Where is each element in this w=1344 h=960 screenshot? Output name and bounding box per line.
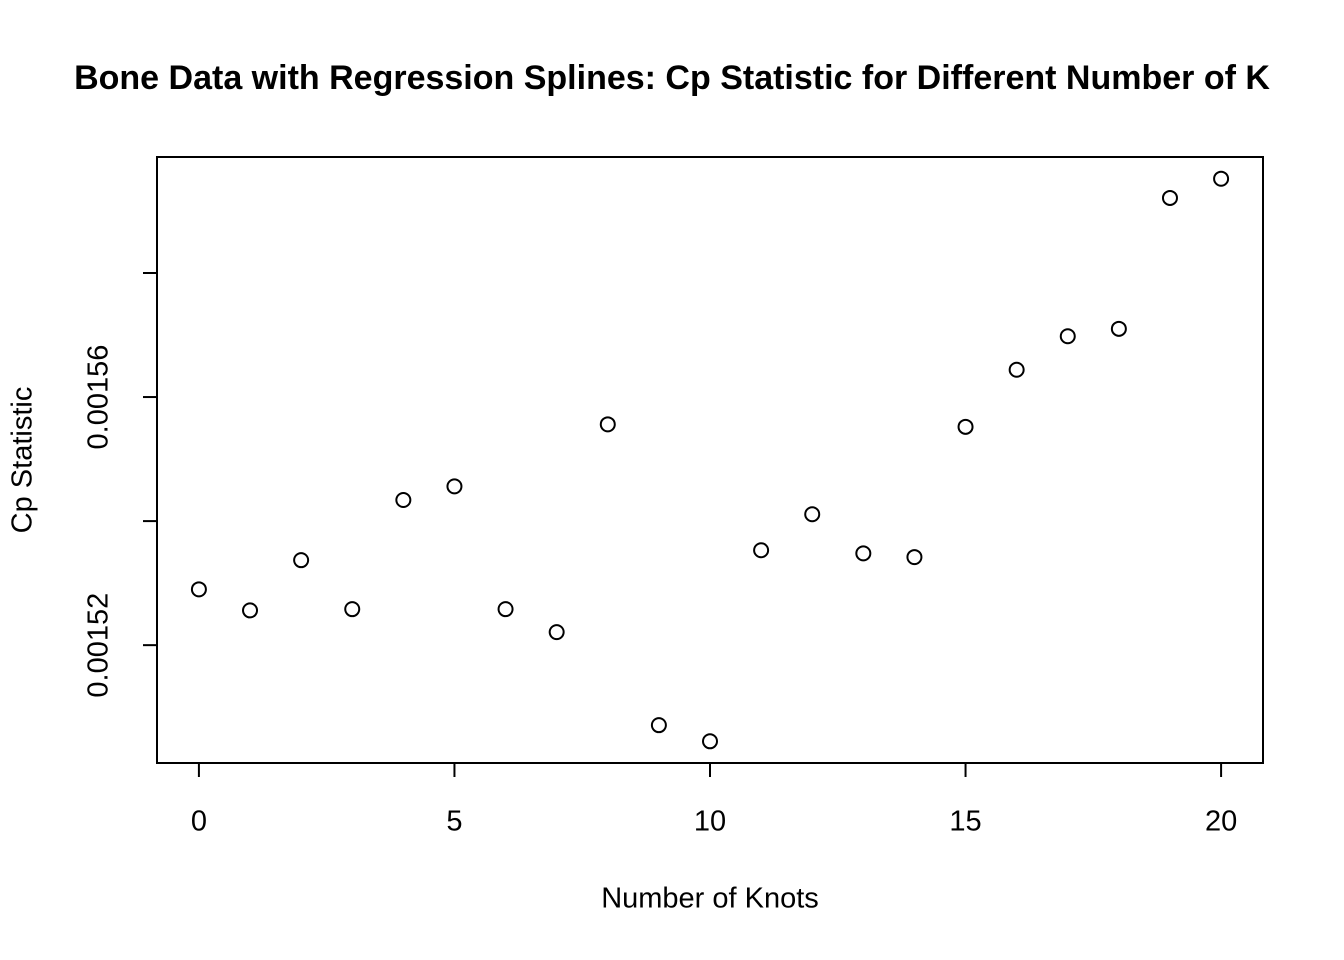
- data-point: [804, 506, 821, 523]
- plot-frame: [156, 156, 1264, 764]
- data-point: [242, 602, 259, 619]
- data-point: [957, 418, 974, 435]
- data-point: [190, 581, 207, 598]
- x-tick-label: 15: [949, 806, 981, 838]
- data-point: [293, 552, 310, 569]
- x-tick-label: 5: [446, 806, 462, 838]
- data-point: [1110, 320, 1127, 337]
- x-tick-label: 10: [694, 806, 726, 838]
- data-point: [1059, 328, 1076, 345]
- data-point: [906, 549, 923, 566]
- data-point: [548, 624, 565, 641]
- data-point: [446, 478, 463, 495]
- y-tick-label: 0.00156: [83, 345, 115, 450]
- data-point: [702, 733, 718, 750]
- data-point: [344, 601, 361, 618]
- chart-title: Bone Data with Regression Splines: Cp St…: [74, 59, 1270, 97]
- data-point: [855, 545, 872, 562]
- data-point: [650, 717, 667, 734]
- data-point: [1161, 189, 1178, 206]
- y-axis-label: Cp Statistic: [7, 387, 39, 534]
- x-tick-label: 20: [1205, 806, 1237, 838]
- y-tick-label: 0.00152: [83, 593, 115, 698]
- data-point: [497, 601, 514, 618]
- x-axis-label: Number of Knots: [601, 883, 819, 915]
- data-point: [395, 492, 412, 509]
- x-tick-label: 0: [191, 806, 207, 838]
- data-point: [599, 416, 616, 433]
- data-point: [753, 542, 770, 559]
- data-point: [1008, 361, 1025, 378]
- data-point: [1213, 170, 1230, 187]
